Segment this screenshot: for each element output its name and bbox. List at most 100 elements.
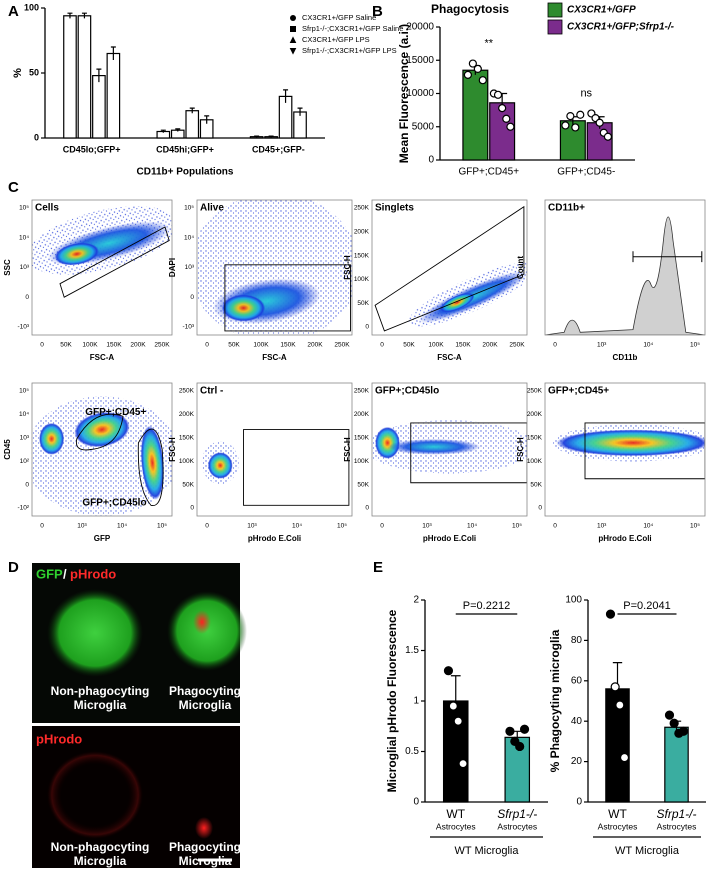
data-point <box>498 104 507 113</box>
y-tick-label: 10⁵ <box>19 388 29 395</box>
y-tick-label: 15000 <box>406 55 434 66</box>
data-point <box>605 609 616 619</box>
y-axis-label: Microglial pHrodo Fluorescence <box>385 609 399 792</box>
y-tick-label: 10⁴ <box>19 411 29 418</box>
x-axis-label: WT Microglia <box>455 845 520 857</box>
y-tick-label: 150K <box>179 435 195 442</box>
y-tick-label: -10³ <box>17 324 29 331</box>
bar <box>504 736 531 803</box>
y-tick-label: 250K <box>179 388 195 395</box>
y-tick-label: 50K <box>530 481 542 488</box>
density <box>201 429 350 506</box>
y-tick-label: 200K <box>354 411 370 418</box>
y-tick-label: 100K <box>527 458 543 465</box>
y-tick-label: 100K <box>354 276 370 283</box>
chart-title: Phagocytosis <box>431 2 509 16</box>
y-tick-label: 1 <box>413 696 419 707</box>
marker <box>290 15 296 21</box>
cell-label: Non-phagocyting <box>51 684 150 698</box>
channel-label: / <box>63 566 67 581</box>
x-tick-label: 150K <box>280 342 296 349</box>
y-tick-label: 0 <box>365 505 369 512</box>
legend-label: CX3CR1+/GFP;Sfrp1-/- <box>567 22 675 33</box>
flow-plot <box>371 199 528 336</box>
x-tick-label: WT <box>446 807 465 821</box>
x-tick-label: CD45hi;GFP+ <box>156 144 214 154</box>
x-axis-label: pHrodo E.Coli <box>423 534 476 543</box>
density <box>372 420 527 484</box>
x-tick-label: 10⁵ <box>157 523 167 530</box>
x-tick-label: GFP+;CD45+ <box>458 167 519 178</box>
panel-letter: D <box>8 559 19 576</box>
y-tick-label: 40 <box>571 716 583 727</box>
bar <box>63 15 77 139</box>
y-tick-label: 0 <box>190 294 194 301</box>
data-point <box>448 701 458 711</box>
data-point <box>615 700 625 710</box>
x-tick-label: CD45lo;GFP+ <box>63 144 121 154</box>
x-tick-label: 0 <box>40 523 44 530</box>
data-point <box>603 132 613 141</box>
y-tick-label: 0 <box>25 481 29 488</box>
x-tick-label: 50K <box>403 342 415 349</box>
significance: ** <box>484 37 493 49</box>
y-axis-label: Mean Fluorescence (a.i.) <box>397 24 411 163</box>
cell-outline <box>47 751 143 839</box>
gate-label: GFP+;CD45+ <box>85 407 146 418</box>
plot-title: GFP+;CD45lo <box>375 386 439 397</box>
density-blob <box>375 426 400 459</box>
x-tick-label: 10³ <box>77 523 87 530</box>
y-axis-label: FSC-H <box>343 255 352 280</box>
y-axis-label: Count <box>516 256 525 279</box>
y-axis-label: FSC-H <box>516 437 525 462</box>
density <box>553 422 705 480</box>
y-tick-label: 0 <box>190 505 194 512</box>
y-tick-label: 20 <box>571 756 583 767</box>
data-point <box>506 122 515 131</box>
y-axis-label: FSC-H <box>343 437 352 462</box>
bar <box>185 110 200 139</box>
plot-title: Cells <box>35 203 59 214</box>
x-tick-label: 0 <box>553 523 557 530</box>
bar <box>92 74 106 139</box>
x-tick-label: 250K <box>509 342 525 349</box>
y-tick-label: 0.5 <box>405 746 419 757</box>
y-axis-label: DAPI <box>168 258 177 277</box>
bar <box>664 726 689 803</box>
y-tick-label: -10² <box>17 505 29 512</box>
y-tick-label: 150K <box>354 435 370 442</box>
data-point <box>576 110 585 119</box>
y-tick-label: 250K <box>354 388 370 395</box>
x-tick-label: 10³ <box>247 523 257 530</box>
flow-plot <box>196 199 353 336</box>
y-tick-label: 250K <box>527 388 543 395</box>
flow-plot <box>31 382 173 517</box>
data-point <box>515 741 525 752</box>
gate <box>410 422 527 484</box>
phagosome <box>195 817 213 839</box>
x-tick-label: 10⁵ <box>337 523 347 530</box>
y-tick-label: 0 <box>428 155 434 166</box>
data-point <box>463 70 472 79</box>
plot-frame <box>31 199 173 336</box>
legend-label: CX3CR1+/GFP <box>567 5 636 16</box>
y-tick-label: 10⁴ <box>184 234 194 241</box>
gate <box>75 413 164 506</box>
y-tick-label: 10⁴ <box>19 234 29 241</box>
legend-swatch <box>547 2 563 18</box>
x-axis-label: CD11b+ Populations <box>137 167 234 178</box>
data-point <box>443 666 454 676</box>
data-point <box>571 123 580 132</box>
data-point <box>468 59 477 68</box>
y-tick-label: 150K <box>354 252 370 259</box>
y-tick-label: 100K <box>354 458 370 465</box>
y-axis-label: CD45 <box>3 439 12 460</box>
histogram <box>545 216 705 335</box>
y-tick-label: 100 <box>565 595 582 606</box>
x-tick-sublabel: Astrocytes <box>657 821 697 831</box>
density <box>197 200 352 335</box>
x-axis-label: pHrodo E.Coli <box>248 534 301 543</box>
bar <box>462 69 489 161</box>
x-tick-sublabel: Astrocytes <box>436 821 476 831</box>
y-tick-label: 250K <box>354 205 370 212</box>
